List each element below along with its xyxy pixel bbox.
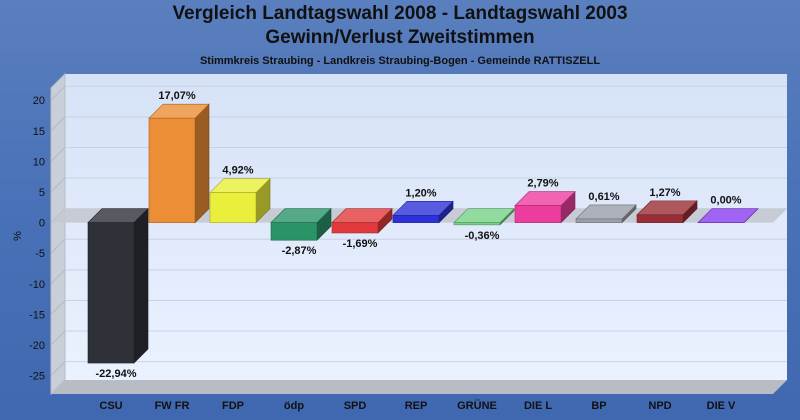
bar-side bbox=[194, 103, 210, 224]
data-label: 4,92% bbox=[222, 165, 253, 177]
y-tick-label: 10 bbox=[33, 156, 45, 168]
data-label: 0,00% bbox=[710, 195, 741, 207]
data-label: -22,94% bbox=[96, 368, 137, 380]
x-category-label: CSU bbox=[99, 400, 122, 412]
bar-spd bbox=[331, 207, 393, 234]
y-tick-label: 0 bbox=[39, 218, 45, 230]
data-label: -2,87% bbox=[282, 245, 317, 257]
gridline-diagonal bbox=[50, 238, 66, 254]
bar-top bbox=[697, 208, 759, 223]
x-category-label: SPD bbox=[344, 400, 367, 412]
bar-bp bbox=[575, 204, 637, 224]
x-category-label: GRÜNE bbox=[457, 399, 497, 412]
bar-ödp bbox=[270, 207, 332, 241]
x-category-label: FW FR bbox=[155, 400, 190, 412]
gridline-diagonal bbox=[50, 269, 66, 285]
gridline-diagonal bbox=[50, 147, 66, 162]
x-category-label: BP bbox=[591, 400, 606, 412]
bar-grüne bbox=[453, 207, 515, 226]
data-label: 1,27% bbox=[649, 187, 680, 199]
plot-side-wall bbox=[50, 72, 66, 396]
gridline-diagonal bbox=[50, 361, 66, 376]
y-tick-label: 5 bbox=[39, 187, 45, 199]
bar-front bbox=[270, 222, 318, 241]
chart-subtitle: Gewinn/Verlust Zweitstimmen bbox=[265, 27, 535, 48]
x-category-label: ödp bbox=[284, 400, 304, 412]
y-tick-label: -10 bbox=[29, 279, 45, 291]
bar-die-v bbox=[697, 208, 759, 223]
bar-front bbox=[209, 192, 257, 223]
bar-front bbox=[636, 214, 684, 223]
y-axis-label: % bbox=[12, 231, 24, 241]
bar-front bbox=[453, 222, 501, 226]
bar-npd bbox=[636, 200, 698, 224]
y-tick-label: 15 bbox=[33, 126, 45, 138]
bar-side bbox=[133, 207, 149, 364]
bar-front bbox=[392, 214, 440, 223]
data-label: 0,61% bbox=[588, 191, 619, 203]
data-label: -1,69% bbox=[343, 238, 378, 250]
chart-caption: Stimmkreis Straubing - Landkreis Straubi… bbox=[199, 55, 601, 67]
gridline-diagonal bbox=[50, 300, 66, 315]
gridline-diagonal bbox=[50, 177, 66, 193]
data-label: 2,79% bbox=[527, 178, 558, 190]
bar-csu bbox=[87, 207, 149, 364]
bar-front bbox=[575, 218, 623, 223]
data-label: 1,20% bbox=[405, 187, 436, 199]
bar-fdp bbox=[209, 177, 271, 224]
bar-front bbox=[148, 117, 196, 223]
x-category-label: REP bbox=[405, 400, 428, 412]
chart-title: Vergleich Landtagswahl 2008 - Landtagswa… bbox=[172, 3, 628, 24]
x-category-label: FDP bbox=[222, 400, 244, 412]
gridline-diagonal bbox=[50, 116, 66, 132]
x-category-label: DIE L bbox=[524, 400, 552, 412]
gridline-diagonal bbox=[50, 85, 66, 101]
bar-rep bbox=[392, 200, 454, 224]
bar-front bbox=[331, 222, 379, 234]
data-label: -0,36% bbox=[465, 230, 500, 242]
x-category-label: DIE V bbox=[707, 400, 736, 412]
bar-front bbox=[87, 222, 135, 364]
y-tick-label: 20 bbox=[33, 95, 45, 107]
bar-fw-fr bbox=[148, 103, 210, 224]
y-tick-label: -5 bbox=[35, 248, 45, 260]
y-tick-label: -25 bbox=[29, 371, 45, 383]
plot-floor bbox=[51, 380, 787, 394]
x-category-label: NPD bbox=[648, 400, 671, 412]
bar-die-l bbox=[514, 190, 576, 224]
y-tick-label: -20 bbox=[29, 340, 45, 352]
bar-front bbox=[514, 205, 562, 223]
data-label: 17,07% bbox=[158, 90, 196, 102]
y-tick-label: -15 bbox=[29, 309, 45, 321]
gridline-diagonal bbox=[50, 330, 66, 346]
